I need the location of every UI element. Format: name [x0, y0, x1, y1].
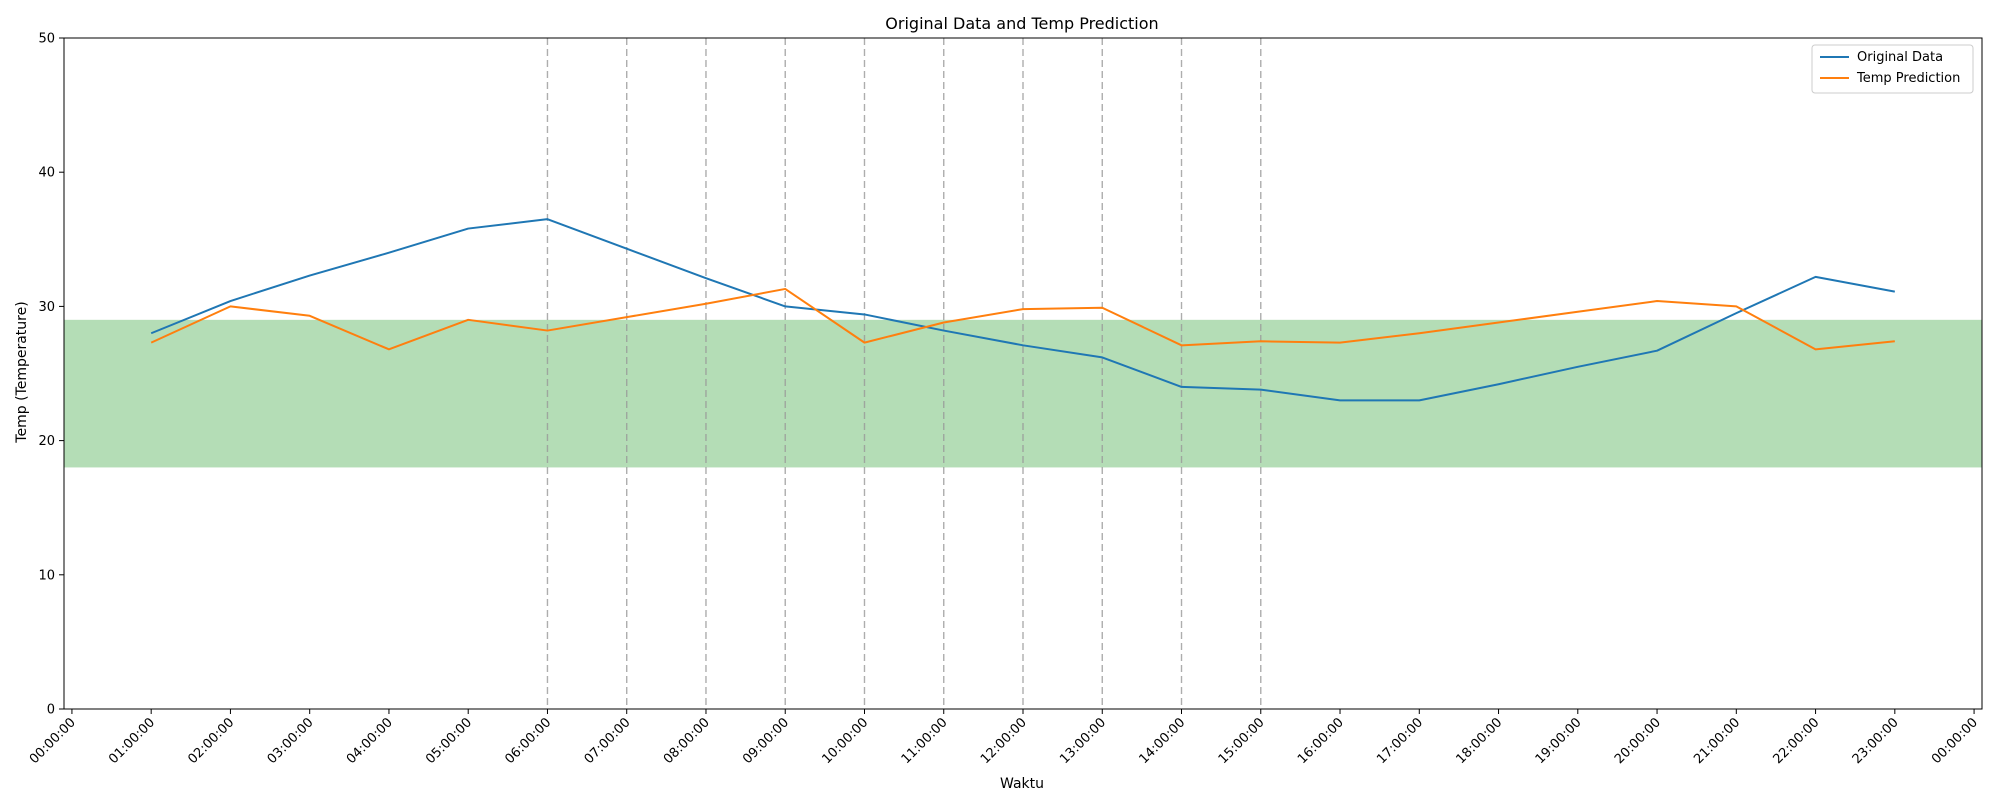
data-point: [546, 330, 548, 332]
data-point: [626, 316, 628, 318]
data-point: [784, 305, 786, 307]
data-point: [1181, 386, 1183, 388]
data-point: [467, 228, 469, 230]
data-point: [1735, 305, 1737, 307]
data-point: [1656, 350, 1658, 352]
data-point: [943, 330, 945, 332]
data-point: [1260, 340, 1262, 342]
y-tick-label: 10: [38, 568, 55, 583]
y-axis: 0 10 20 30 40 50: [38, 32, 64, 718]
data-point: [1498, 322, 1500, 324]
y-tick-label: 0: [47, 703, 55, 718]
data-point: [1101, 307, 1103, 309]
data-point: [784, 288, 786, 290]
y-tick-label: 50: [38, 32, 55, 47]
legend-label-original: Original Data: [1857, 50, 1943, 65]
data-point: [626, 248, 628, 250]
data-point: [1894, 291, 1896, 293]
data-point: [705, 277, 707, 279]
plot-frame: [63, 37, 1983, 710]
data-point: [229, 305, 231, 307]
chart-title: Original Data and Temp Prediction: [885, 14, 1158, 33]
data-point: [1577, 366, 1579, 368]
series-line-temp-prediction: [150, 287, 1895, 351]
y-tick-label: 40: [38, 166, 55, 181]
data-point: [1894, 340, 1896, 342]
data-point: [1260, 389, 1262, 391]
data-point: [705, 303, 707, 305]
highlight-lines: [546, 38, 1262, 709]
y-tick-label: 30: [38, 300, 55, 315]
data-point: [1815, 348, 1817, 350]
data-point: [467, 319, 469, 321]
data-point: [150, 332, 152, 334]
data-point: [309, 315, 311, 317]
series-lines: [150, 218, 1896, 402]
data-point: [1498, 383, 1500, 385]
data-point: [1735, 312, 1737, 314]
legend-box: [1811, 44, 1974, 94]
data-point: [1339, 399, 1341, 401]
data-point: [1577, 311, 1579, 313]
data-point: [309, 275, 311, 277]
data-point: [229, 300, 231, 302]
data-point: [1815, 276, 1817, 278]
data-point: [150, 342, 152, 344]
data-point: [388, 252, 390, 254]
data-point: [1101, 356, 1103, 358]
data-point: [943, 322, 945, 324]
legend-label-prediction: Temp Prediction: [1856, 71, 1960, 86]
data-point: [1418, 332, 1420, 334]
data-point: [1418, 399, 1420, 401]
data-point: [546, 218, 548, 220]
y-axis-label: Temp (Temperature): [14, 301, 30, 443]
data-point: [1656, 300, 1658, 302]
data-point: [1022, 344, 1024, 346]
series-line-original-data: [150, 218, 1896, 402]
data-point: [388, 348, 390, 350]
data-point: [1181, 344, 1183, 346]
data-point: [863, 342, 865, 344]
y-tick-label: 20: [38, 434, 55, 449]
data-point: [1022, 308, 1024, 310]
data-point: [1339, 342, 1341, 344]
legend: Original Data Temp Prediction: [1811, 44, 1974, 94]
x-axis-label: Waktu: [1000, 776, 1044, 792]
data-point: [863, 313, 865, 315]
